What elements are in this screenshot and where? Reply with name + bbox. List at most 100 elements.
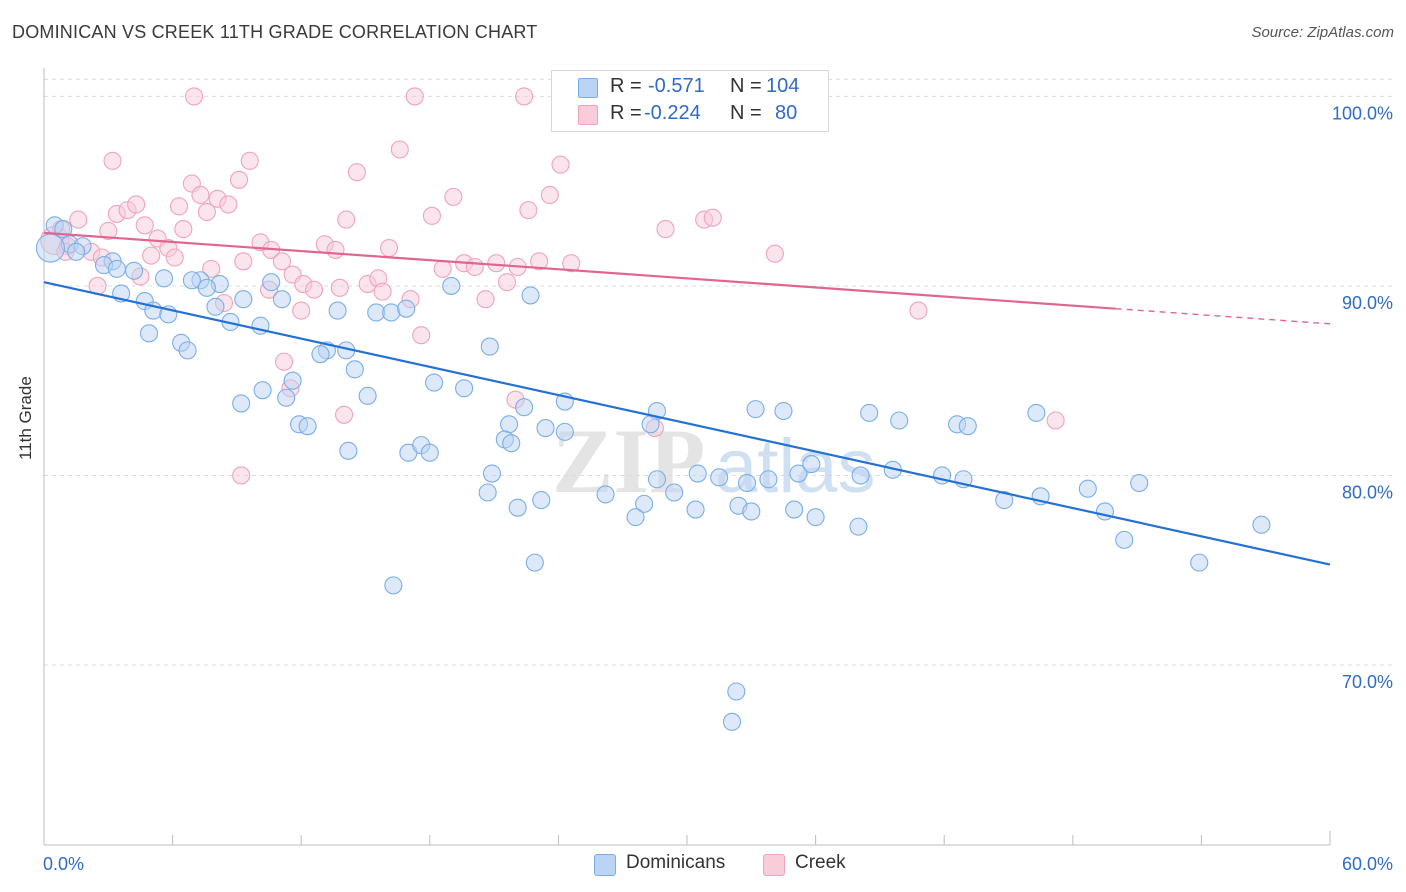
- point-creek: [765, 244, 784, 263]
- point-dominicans: [311, 345, 330, 364]
- point-creek: [292, 301, 311, 320]
- point-dominicans: [1078, 479, 1097, 498]
- point-creek: [476, 290, 495, 309]
- point-dominicans: [521, 286, 540, 305]
- point-creek: [219, 195, 238, 214]
- point-creek: [405, 87, 424, 106]
- point-creek: [240, 151, 259, 170]
- point-dominicans: [197, 278, 216, 297]
- point-creek: [703, 208, 722, 227]
- point-creek: [305, 280, 324, 299]
- point-dominicans: [482, 464, 502, 483]
- y-tick-label: 70.0%: [1342, 672, 1393, 692]
- point-dominicans: [722, 712, 742, 731]
- point-dominicans: [442, 276, 461, 295]
- point-dominicans: [742, 502, 761, 521]
- point-creek: [347, 163, 366, 182]
- point-dominicans: [154, 269, 174, 288]
- point-dominicans: [232, 394, 251, 413]
- point-dominicans: [455, 379, 474, 398]
- point-dominicans: [283, 371, 302, 390]
- r-label: R =: [610, 102, 642, 124]
- x-tick-label-min: 0.0%: [43, 854, 84, 874]
- point-creek: [275, 352, 294, 371]
- point-dominicans: [688, 464, 707, 483]
- point-dominicans: [806, 508, 825, 527]
- point-dominicans: [890, 411, 909, 430]
- point-dominicans: [253, 381, 272, 400]
- point-creek: [433, 259, 452, 278]
- n-label: N =: [730, 102, 762, 124]
- point-dominicans: [206, 297, 225, 316]
- trend-line-dominicans: [43, 281, 1331, 566]
- axes: [43, 68, 1331, 846]
- n-value: 104: [766, 75, 800, 97]
- point-dominicans: [234, 290, 253, 309]
- point-dominicans: [425, 373, 444, 392]
- point-dominicans: [860, 403, 879, 422]
- point-dominicans: [500, 415, 519, 434]
- legend-swatch-creek: [578, 105, 598, 125]
- point-dominicans: [124, 261, 144, 280]
- legend-swatch-dominicans: [578, 78, 598, 98]
- point-creek: [335, 405, 354, 424]
- r-value: -0.571: [648, 75, 705, 97]
- point-dominicans: [532, 491, 551, 510]
- point-dominicans: [555, 422, 574, 441]
- point-dominicans: [635, 494, 654, 513]
- point-creek: [174, 220, 193, 239]
- point-creek: [232, 466, 251, 485]
- point-creek: [530, 252, 549, 271]
- x-tick-label-max: 60.0%: [1342, 854, 1393, 874]
- r-value: -0.224: [644, 102, 701, 124]
- point-dominicans: [1115, 530, 1134, 549]
- point-creek: [562, 254, 581, 273]
- point-creek: [135, 216, 154, 235]
- point-creek: [487, 254, 506, 273]
- point-creek: [540, 185, 559, 205]
- point-dominicans: [508, 498, 527, 517]
- point-dominicans: [851, 466, 870, 485]
- chart-source: Source: ZipAtlas.com: [1251, 24, 1394, 41]
- point-creek: [184, 87, 204, 106]
- point-dominicans: [1027, 403, 1046, 422]
- legend-swatch-creek: [763, 854, 785, 876]
- point-creek: [656, 220, 675, 239]
- point-dominicans: [647, 470, 667, 489]
- point-dominicans: [686, 500, 705, 519]
- point-dominicans: [759, 470, 778, 489]
- point-creek: [142, 246, 161, 265]
- point-dominicans: [182, 271, 201, 290]
- series-dominicans: [35, 216, 1271, 731]
- point-creek: [191, 185, 210, 205]
- point-dominicans: [1190, 553, 1209, 572]
- legend-label-creek: Creek: [795, 852, 846, 873]
- point-creek: [515, 87, 534, 106]
- point-dominicans: [298, 417, 317, 436]
- point-creek: [330, 278, 349, 297]
- trend-line-creek: [43, 231, 1116, 310]
- point-dominicans: [802, 455, 821, 474]
- point-dominicans: [536, 419, 555, 438]
- point-creek: [326, 240, 345, 259]
- n-value: 80: [775, 102, 798, 124]
- point-dominicans: [774, 401, 793, 421]
- y-tick-label: 100.0%: [1332, 103, 1393, 123]
- point-creek: [169, 197, 189, 216]
- stats-legend-row-creek: R = -0.224 N = 80: [552, 100, 828, 128]
- y-tick-labels: 70.0% 80.0% 90.0% 100.0%: [1332, 103, 1393, 692]
- point-dominicans: [958, 417, 977, 436]
- point-creek: [465, 257, 484, 277]
- point-dominicans: [272, 290, 291, 309]
- point-dominicans: [480, 337, 499, 356]
- point-dominicans: [502, 434, 521, 453]
- point-dominicans: [35, 233, 65, 263]
- point-dominicans: [277, 388, 296, 407]
- point-dominicans: [626, 508, 645, 527]
- point-creek: [422, 206, 441, 225]
- point-creek: [229, 170, 249, 189]
- point-dominicans: [995, 491, 1014, 510]
- point-dominicans: [849, 517, 868, 536]
- point-creek: [519, 201, 538, 220]
- n-label: N =: [730, 75, 762, 97]
